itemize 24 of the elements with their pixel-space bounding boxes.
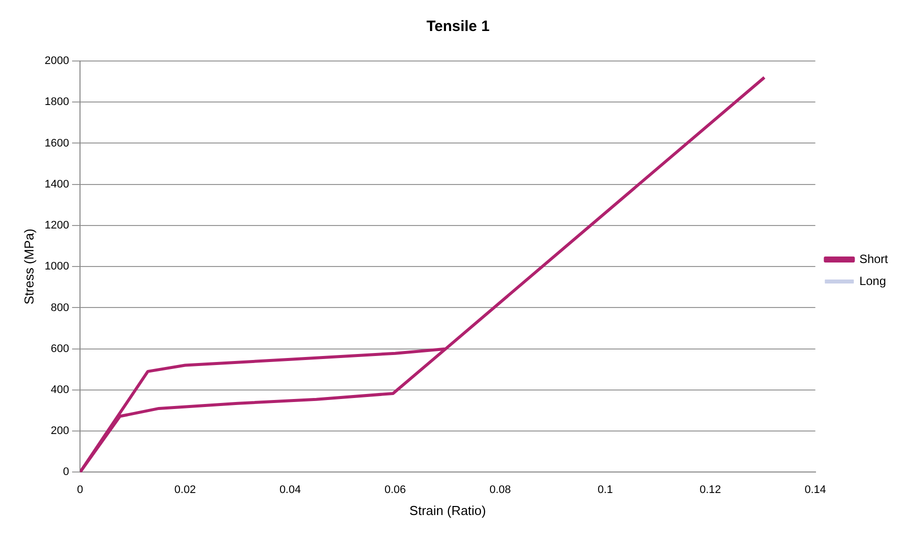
x-tick-label: 0.1 (598, 484, 613, 496)
x-tick-label: 0.06 (384, 484, 406, 496)
y-tick-label: 400 (50, 384, 70, 396)
y-tick-label: 600 (50, 342, 70, 355)
x-tick-label: 0.04 (279, 484, 301, 496)
y-tick-label: 1400 (44, 178, 70, 190)
y-tick-label: 200 (50, 425, 70, 438)
x-tick-label: 0.02 (174, 484, 196, 496)
y-tick-label: 800 (50, 302, 70, 314)
y-tick-label: 1800 (44, 96, 70, 108)
legend-label: Long (859, 274, 886, 288)
x-tick-label: 0.08 (490, 484, 511, 496)
y-tick-label: 1000 (44, 260, 70, 273)
x-tick-label: 0.14 (804, 484, 826, 496)
y-tick-label: 2000 (44, 55, 70, 68)
x-tick-label: 0.12 (700, 484, 721, 496)
chart-title: Tensile 1 (426, 18, 490, 36)
y-tick-label: 1600 (44, 137, 70, 150)
y-tick-label: 1200 (44, 220, 70, 232)
y-tick-label: 0 (62, 466, 70, 478)
x-axis-title: Strain (Ratio) (409, 502, 486, 518)
y-axis-title: Stress (MPa) (21, 228, 36, 305)
legend-label: Short (859, 252, 889, 266)
x-tick-label: 0 (77, 484, 84, 496)
